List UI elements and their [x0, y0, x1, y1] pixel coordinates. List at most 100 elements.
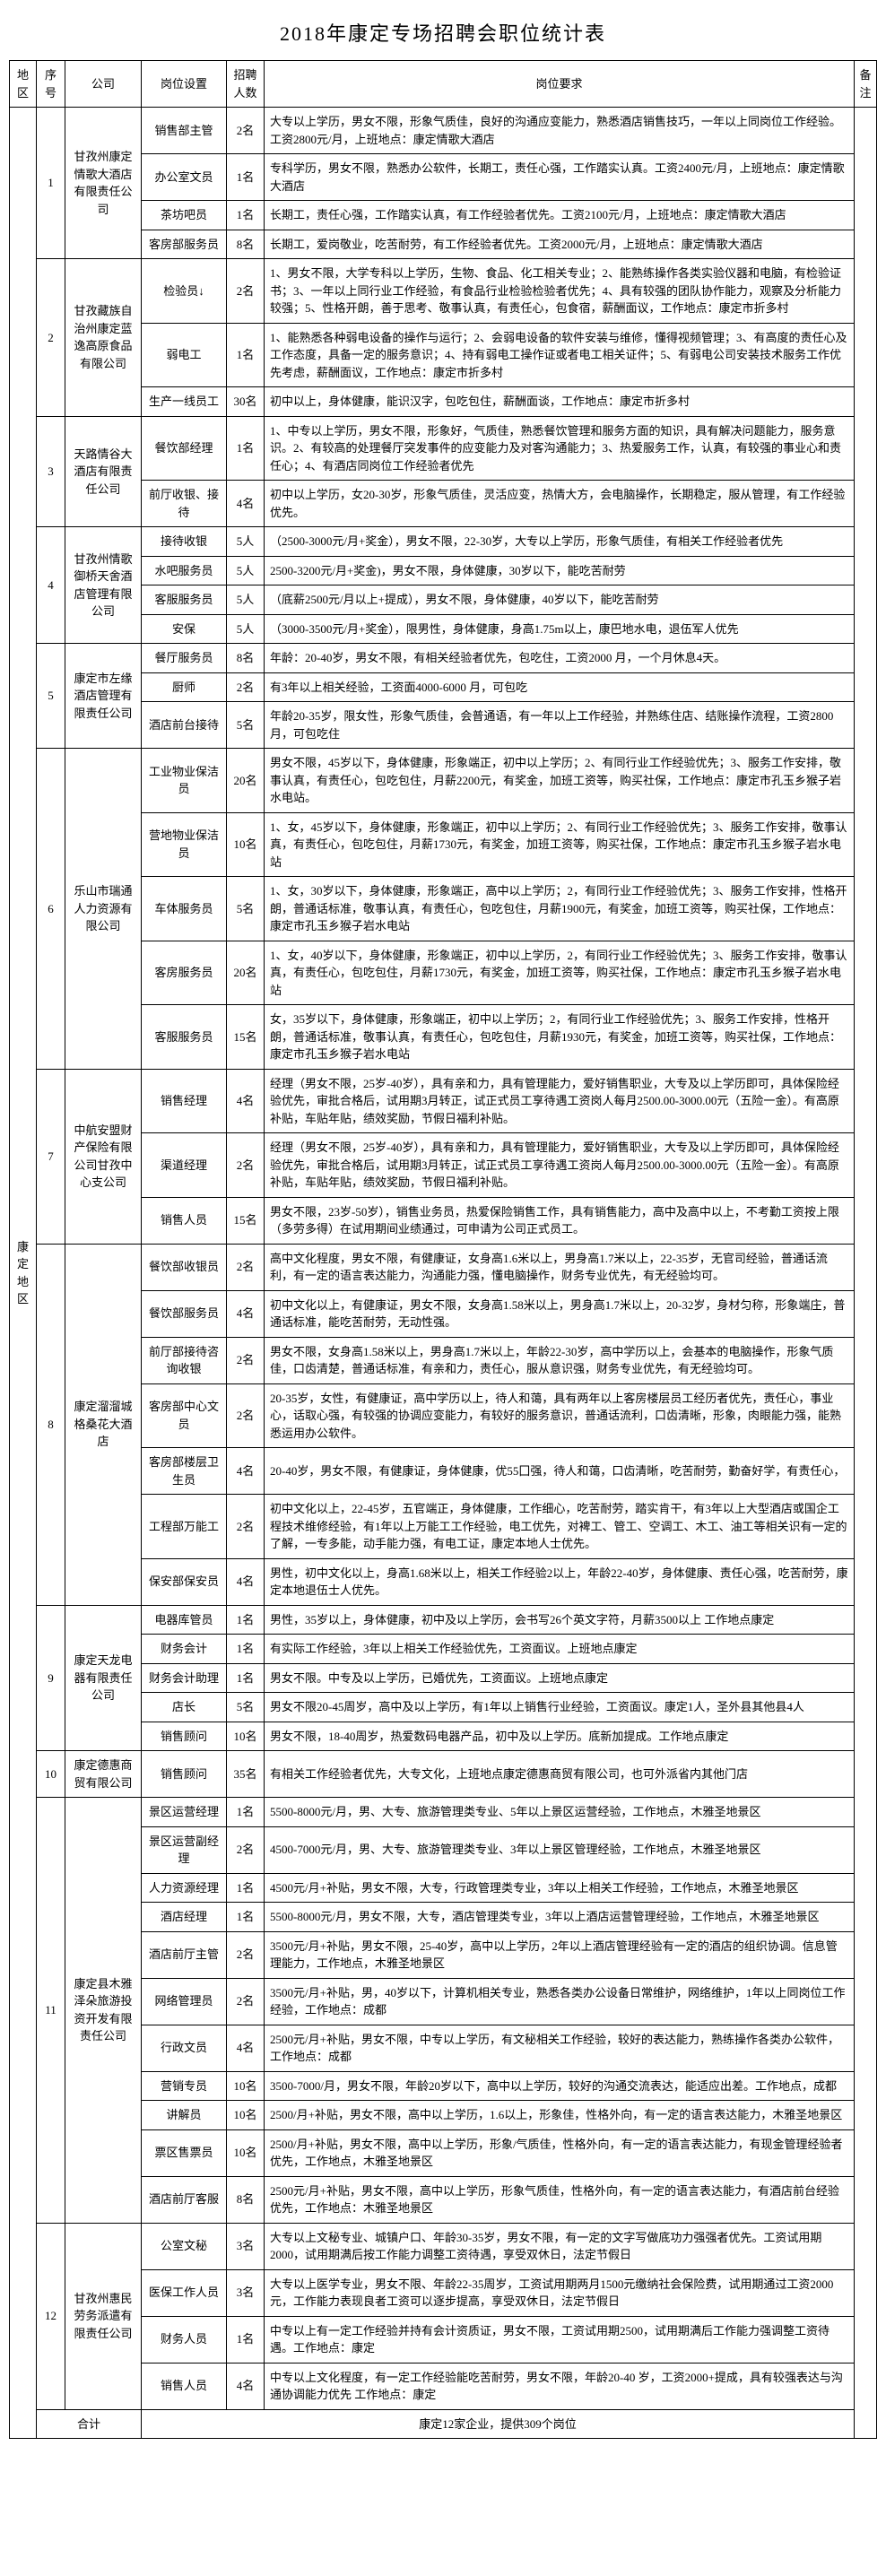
- position-cell: 客房服务员: [142, 941, 227, 1005]
- count-cell: 4名: [227, 1448, 265, 1495]
- count-cell: 2名: [227, 1133, 265, 1198]
- main-table: 地区 序号 公司 岗位设置 招聘人数 岗位要求 备注 康定地区1甘孜州康定情歌大…: [9, 60, 877, 2439]
- requirement-cell: （3000-3500元/月+奖金），限男性，身体健康，身高1.75m以上，康巴地…: [265, 614, 855, 644]
- table-row: 8康定溜溜城格桑花大酒店餐饮部收银员2名高中文化程度，男女不限，有健康证，女身高…: [10, 1244, 877, 1290]
- count-cell: 2名: [227, 1337, 265, 1383]
- count-cell: 4名: [227, 2363, 265, 2409]
- requirement-cell: 2500/月+补贴，男女不限，高中以上学历，形象/气质佳，性格外向，有一定的语言…: [265, 2129, 855, 2176]
- position-cell: 弱电工: [142, 323, 227, 387]
- requirement-cell: 5500-8000元/月，男女不限，大专，酒店管理类专业，3年以上酒店运营管理经…: [265, 1903, 855, 1932]
- summary-text: 康定12家企业，提供309个岗位: [142, 2409, 855, 2439]
- table-row: 9康定天龙电器有限责任公司电器库管员1名男性，35岁以上，身体健康，初中及以上学…: [10, 1605, 877, 1635]
- position-cell: 茶坊吧员: [142, 201, 227, 230]
- header-row: 地区 序号 公司 岗位设置 招聘人数 岗位要求 备注: [10, 61, 877, 108]
- count-cell: 8名: [227, 644, 265, 673]
- position-cell: 财务会计: [142, 1635, 227, 1664]
- count-cell: 1名: [227, 1605, 265, 1635]
- requirement-cell: 2500元/月+补贴，男女不限，高中以上学历，形象气质佳，性格外向，有一定的语言…: [265, 2176, 855, 2223]
- region-cell: 康定地区: [10, 108, 37, 2439]
- position-cell: 景区运营副经理: [142, 1826, 227, 1873]
- requirement-cell: 经理（男女不限，25岁-40岁），具有亲和力，具有管理能力，爱好销售职业，大专及…: [265, 1069, 855, 1133]
- table-row: 3天路情谷大酒店有限责任公司餐饮部经理1名1、中专以上学历，男女不限，形象好，气…: [10, 416, 877, 481]
- requirement-cell: 20-40岁，男女不限，有健康证，身体健康，优55囗强，待人和蔼，口齿清晰，吃苦…: [265, 1448, 855, 1495]
- count-cell: 1名: [227, 1798, 265, 1827]
- count-cell: 2名: [227, 1383, 265, 1448]
- position-cell: 车体服务员: [142, 877, 227, 941]
- requirement-cell: （2500-3000元/月+奖金），男女不限，22-30岁，大专以上学历，形象气…: [265, 527, 855, 557]
- requirement-cell: 初中以上，身体健康，能识汉字，包吃包住，薪酬面谈，工作地点：康定市折多村: [265, 387, 855, 417]
- count-cell: 1名: [227, 1903, 265, 1932]
- seq-cell: 8: [37, 1244, 65, 1605]
- requirement-cell: 男女不限，45岁以下，身体健康，形象端正，初中以上学历；2、有同行业工作经验优先…: [265, 749, 855, 813]
- requirement-cell: 年龄20-35岁，限女性，形象气质佳，会普通语，有一年以上工作经验，并熟练住店、…: [265, 702, 855, 749]
- remark-cell: [855, 108, 877, 2439]
- count-cell: 2名: [227, 1495, 265, 1559]
- th-requirement: 岗位要求: [265, 61, 855, 108]
- requirement-cell: 中专以上有一定工作经验并持有会计资质证，男女不限，工资试用期2500，试用期满后…: [265, 2316, 855, 2363]
- position-cell: 店长: [142, 1693, 227, 1722]
- position-cell: 客服服务员: [142, 585, 227, 615]
- table-row: 5康定市左缘酒店管理有限责任公司餐厅服务员8名年龄：20-40岁，男女不限，有相…: [10, 644, 877, 673]
- table-row: 12甘孜州惠民劳务派遣有限责任公司公室文秘3名大专以上文秘专业、城镇户口、年龄3…: [10, 2223, 877, 2269]
- position-cell: 餐饮部经理: [142, 416, 227, 481]
- requirement-cell: 3500元/月+补贴，男女不限，25-40岁，高中以上学历，2年以上酒店管理经验…: [265, 1931, 855, 1978]
- requirement-cell: 初中以上学历，女20-30岁，形象气质佳，灵活应变，热情大方，会电脑操作，长期稳…: [265, 481, 855, 527]
- count-cell: 2名: [227, 259, 265, 324]
- company-cell: 康定溜溜城格桑花大酒店: [65, 1244, 142, 1605]
- company-cell: 康定市左缘酒店管理有限责任公司: [65, 644, 142, 749]
- count-cell: 2名: [227, 1931, 265, 1978]
- count-cell: 1名: [227, 1873, 265, 1903]
- position-cell: 餐厅服务员: [142, 644, 227, 673]
- position-cell: 工程部万能工: [142, 1495, 227, 1559]
- count-cell: 1名: [227, 323, 265, 387]
- table-row: 6乐山市瑞通人力资源有限公司工业物业保洁员20名男女不限，45岁以下，身体健康，…: [10, 749, 877, 813]
- requirement-cell: 4500-7000元/月，男、大专、旅游管理类专业、3年以上景区管理经验，工作地…: [265, 1826, 855, 1873]
- requirement-cell: 初中文化以上，22-45岁，五官端正，身体健康，工作细心，吃苦耐劳，踏实肯干，有…: [265, 1495, 855, 1559]
- position-cell: 客房部中心文员: [142, 1383, 227, 1448]
- count-cell: 1名: [227, 1635, 265, 1664]
- requirement-cell: 2500元/月+补贴，男女不限，中专以上学历，有文秘相关工作经验，较好的表达能力…: [265, 2025, 855, 2071]
- position-cell: 网络管理员: [142, 1978, 227, 2025]
- requirement-cell: 1、女，30岁以下，身体健康，形象端正，高中以上学历；2，有同行业工作经验优先；…: [265, 877, 855, 941]
- requirement-cell: 3500元/月+补贴，男，40岁以下，计算机相关专业，熟悉各类办公设备日常维护，…: [265, 1978, 855, 2025]
- requirement-cell: 男性，35岁以上，身体健康，初中及以上学历，会书写26个英文字符，月薪3500以…: [265, 1605, 855, 1635]
- position-cell: 营地物业保洁员: [142, 812, 227, 877]
- count-cell: 4名: [227, 2025, 265, 2071]
- position-cell: 医保工作人员: [142, 2269, 227, 2316]
- company-cell: 天路情谷大酒店有限责任公司: [65, 416, 142, 527]
- count-cell: 1名: [227, 1663, 265, 1693]
- requirement-cell: 4500元/月+补贴，男女不限，大专，行政管理类专业，3年以上相关工作经验，工作…: [265, 1873, 855, 1903]
- count-cell: 1名: [227, 154, 265, 201]
- count-cell: 4名: [227, 481, 265, 527]
- position-cell: 餐饮部收银员: [142, 1244, 227, 1290]
- position-cell: 景区运营经理: [142, 1798, 227, 1827]
- summary-label: 合计: [37, 2409, 142, 2439]
- count-cell: 2名: [227, 1978, 265, 2025]
- count-cell: 10名: [227, 2101, 265, 2130]
- company-cell: 乐山市瑞通人力资源有限公司: [65, 749, 142, 1070]
- count-cell: 8名: [227, 2176, 265, 2223]
- requirement-cell: 1、能熟悉各种弱电设备的操作与运行；2、会弱电设备的软件安装与维修，懂得视频管理…: [265, 323, 855, 387]
- position-cell: 销售人员: [142, 2363, 227, 2409]
- requirement-cell: 2500-3200元/月+奖金)，男女不限，身体健康，30岁以下，能吃苦耐劳: [265, 556, 855, 585]
- seq-cell: 2: [37, 259, 65, 417]
- requirement-cell: 2500/月+补贴，男女不限，高中以上学历，1.6以上，形象佳，性格外向，有一定…: [265, 2101, 855, 2130]
- position-cell: 保安部保安员: [142, 1558, 227, 1605]
- position-cell: 渠道经理: [142, 1133, 227, 1198]
- position-cell: 前厅收银、接待: [142, 481, 227, 527]
- seq-cell: 9: [37, 1605, 65, 1751]
- count-cell: 8名: [227, 230, 265, 259]
- count-cell: 2名: [227, 108, 265, 154]
- requirement-cell: 男女不限。中专及以上学历，已婚优先，工资面议。上班地点康定: [265, 1663, 855, 1693]
- position-cell: 客房部楼层卫生员: [142, 1448, 227, 1495]
- th-seq: 序号: [37, 61, 65, 108]
- seq-cell: 10: [37, 1751, 65, 1798]
- requirement-cell: 高中文化程度，男女不限，有健康证，女身高1.6米以上，男身高1.7米以上，22-…: [265, 1244, 855, 1290]
- table-row: 康定地区1甘孜州康定情歌大酒店有限责任公司销售部主管2名大专以上学历，男女不限，…: [10, 108, 877, 154]
- position-cell: 电器库管员: [142, 1605, 227, 1635]
- position-cell: 水吧服务员: [142, 556, 227, 585]
- requirement-cell: 经理（男女不限，25岁-40岁），具有亲和力，具有管理能力，爱好销售职业，大专及…: [265, 1133, 855, 1198]
- count-cell: 10名: [227, 1722, 265, 1751]
- requirement-cell: 有3年以上相关经验，工资面4000-6000 月，可包吃: [265, 672, 855, 702]
- th-count: 招聘人数: [227, 61, 265, 108]
